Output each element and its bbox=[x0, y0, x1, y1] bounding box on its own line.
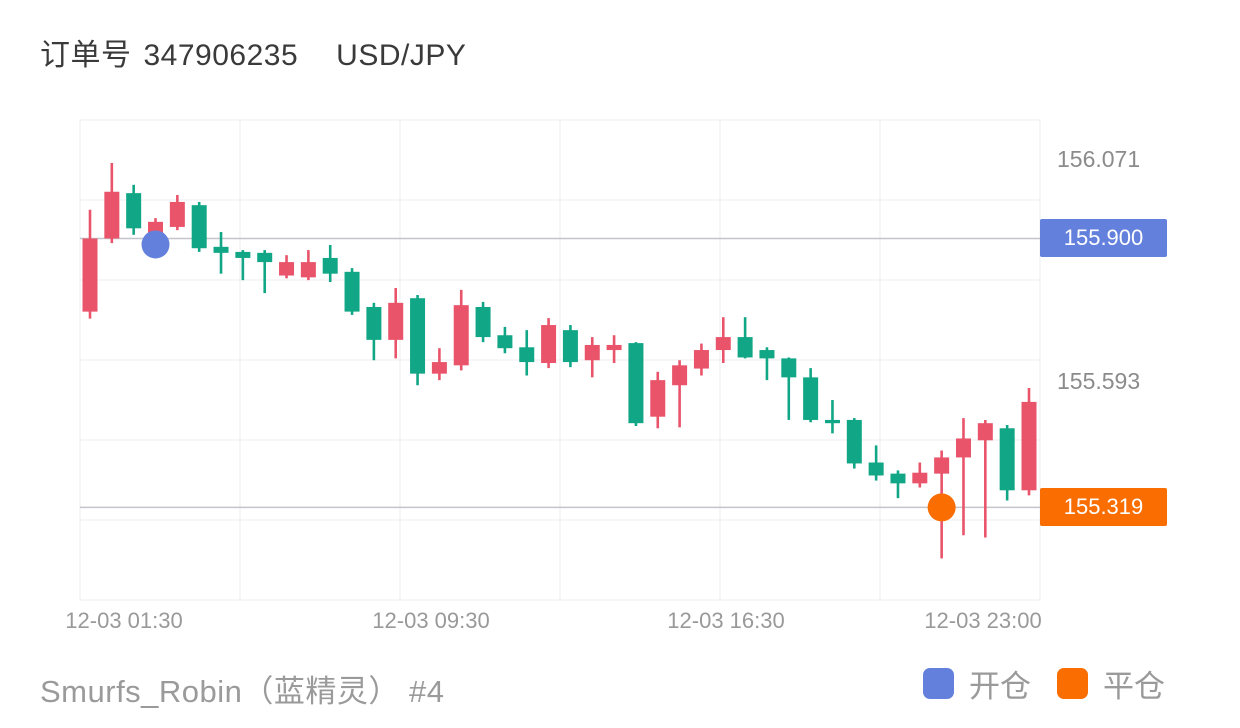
candlestick bbox=[628, 343, 644, 424]
candlestick bbox=[934, 457, 950, 474]
y-axis-label-high: 156.071 bbox=[1057, 146, 1141, 173]
candlestick bbox=[541, 325, 557, 364]
candlestick bbox=[388, 302, 404, 340]
legend-label-open: 开仓 bbox=[969, 669, 1031, 704]
candlestick bbox=[803, 377, 819, 420]
candlestick bbox=[715, 337, 731, 351]
candlestick bbox=[562, 330, 578, 363]
open-position-marker-icon bbox=[141, 230, 170, 259]
candlestick bbox=[912, 472, 928, 484]
candlestick bbox=[453, 305, 469, 366]
candlestick bbox=[279, 262, 295, 276]
x-axis-label-1: 12-03 01:30 bbox=[65, 608, 183, 633]
close-position-marker-icon bbox=[927, 493, 956, 522]
candlestick bbox=[300, 262, 316, 278]
open-price-badge: 155.900 bbox=[1040, 219, 1167, 258]
candlestick bbox=[999, 428, 1015, 491]
legend-label-close: 平仓 bbox=[1103, 669, 1165, 704]
candlestick bbox=[650, 380, 666, 417]
symbol-label: USD/JPY bbox=[336, 39, 467, 72]
candlestick bbox=[584, 344, 600, 361]
chart-legend: 开仓 平仓 bbox=[923, 661, 1165, 706]
candlestick bbox=[366, 307, 382, 340]
candlestick bbox=[82, 238, 98, 312]
candlestick bbox=[213, 246, 229, 253]
order-label: 订单号 bbox=[40, 39, 132, 72]
candlestick bbox=[606, 344, 622, 351]
close-price-badge: 155.319 bbox=[1040, 488, 1167, 527]
candlestick bbox=[824, 419, 840, 424]
candlestick bbox=[322, 257, 338, 274]
candlestick bbox=[955, 438, 971, 458]
candlestick bbox=[693, 350, 709, 369]
candlestick bbox=[475, 307, 491, 338]
x-axis-label-4: 12-03 23:00 bbox=[924, 608, 1042, 633]
candlestick bbox=[235, 251, 251, 258]
x-axis-label-3: 12-03 16:30 bbox=[667, 608, 785, 633]
candlestick bbox=[977, 423, 993, 441]
candlestick bbox=[1021, 401, 1037, 491]
candlestick bbox=[104, 191, 120, 239]
trader-name: Smurfs_Robin（蓝精灵） #4 bbox=[40, 674, 445, 709]
candlestick bbox=[519, 347, 535, 363]
candlestick bbox=[410, 298, 426, 374]
candlestick bbox=[257, 252, 273, 263]
candlestick bbox=[868, 462, 884, 476]
candlestick bbox=[169, 201, 185, 227]
candlestick bbox=[737, 337, 753, 358]
page-title: 订单号 347906235 USD/JPY bbox=[40, 30, 466, 74]
y-axis-label-mid: 155.593 bbox=[1057, 367, 1141, 394]
candlestick bbox=[191, 205, 207, 249]
candlestick bbox=[672, 365, 688, 386]
candlestick bbox=[497, 335, 513, 349]
close-position-swatch-icon bbox=[1057, 668, 1088, 699]
candlestick bbox=[890, 473, 906, 484]
open-position-swatch-icon bbox=[923, 668, 954, 699]
candlestick bbox=[344, 271, 360, 312]
candlestick bbox=[431, 362, 447, 374]
order-number: 347906235 bbox=[143, 39, 299, 72]
x-axis-label-2: 12-03 09:30 bbox=[372, 608, 490, 633]
legend-item-close: 平仓 bbox=[1057, 661, 1165, 706]
candlestick bbox=[126, 193, 142, 229]
candlestick bbox=[781, 358, 797, 378]
legend-item-open: 开仓 bbox=[923, 661, 1031, 706]
candlestick bbox=[759, 350, 775, 359]
candlestick bbox=[846, 419, 862, 464]
